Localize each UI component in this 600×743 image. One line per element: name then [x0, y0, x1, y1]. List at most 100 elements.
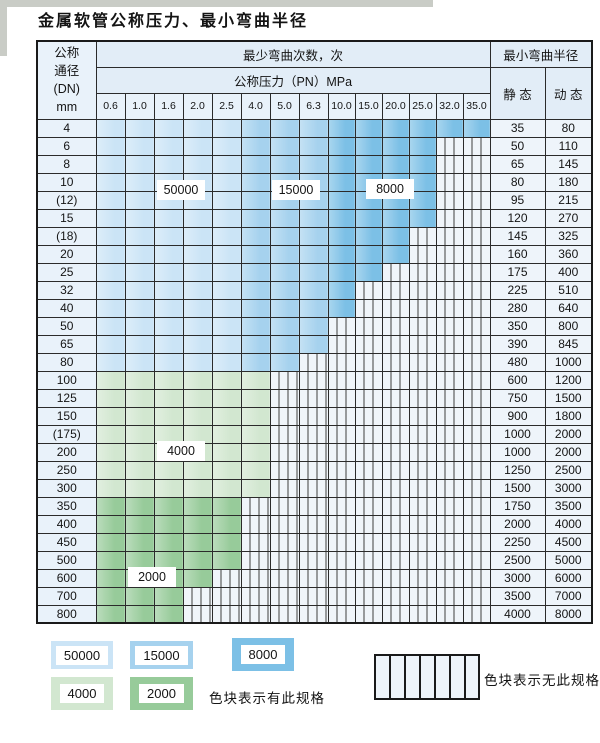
table-row-dn-32: 32 225 510 [36, 280, 593, 300]
no-spec-cell [211, 604, 242, 624]
spec-cell [211, 352, 242, 372]
dn-cell: 8 [36, 154, 97, 174]
no-spec-cell [462, 334, 491, 354]
spec-cell [408, 118, 437, 138]
no-spec-cell [354, 586, 383, 606]
dn-header-line: 通径 [54, 64, 80, 79]
spec-cell [381, 208, 410, 228]
spec-cell [182, 388, 213, 408]
spec-cell [153, 352, 184, 372]
spec-cell [354, 118, 383, 138]
no-spec-cell [354, 442, 383, 462]
no-spec-cell [182, 604, 213, 624]
no-spec-cell [240, 496, 271, 516]
spec-cell [124, 532, 155, 552]
no-spec-cell [381, 370, 410, 390]
no-spec-cell [435, 388, 464, 408]
no-spec-cell [408, 352, 437, 372]
no-spec-cell [354, 478, 383, 498]
no-spec-cell [462, 568, 491, 588]
no-spec-cell [354, 460, 383, 480]
spec-cell [153, 226, 184, 246]
no-spec-cell [462, 550, 491, 570]
spec-cell [211, 532, 242, 552]
no-spec-cell [435, 352, 464, 372]
spec-cell [211, 514, 242, 534]
dynamic-radius-cell: 510 [544, 280, 593, 300]
spec-cell [95, 388, 126, 408]
static-radius-cell: 600 [489, 370, 546, 390]
spec-cell [298, 154, 329, 174]
table-row-dn-300: 300 1500 3000 [36, 478, 593, 498]
spec-cell [240, 190, 271, 210]
dynamic-radius-cell: 7000 [544, 586, 593, 606]
spec-cell [124, 136, 155, 156]
spec-cell [354, 136, 383, 156]
spec-cell [95, 586, 126, 606]
spec-cell [211, 298, 242, 318]
no-spec-cell [327, 352, 356, 372]
table-row-dn-15: 15 120 270 [36, 208, 593, 228]
spec-cell [95, 208, 126, 228]
static-radius-cell: 35 [489, 118, 546, 138]
spec-cell [269, 208, 300, 228]
no-spec-cell [269, 604, 300, 624]
no-spec-cell [408, 262, 437, 282]
no-spec-cell [435, 172, 464, 192]
spec-cell [182, 532, 213, 552]
dn-cell: 200 [36, 442, 97, 462]
dynamic-radius-cell: 110 [544, 136, 593, 156]
spec-cell [354, 226, 383, 246]
pressure-col-35.0: 35.0 [462, 92, 491, 120]
spec-cell [269, 280, 300, 300]
spec-cell [240, 136, 271, 156]
spec-cell [95, 406, 126, 426]
spec-cell [240, 154, 271, 174]
no-spec-cell [298, 352, 329, 372]
no-spec-cell [462, 208, 491, 228]
spec-cell [182, 478, 213, 498]
no-spec-cell [269, 442, 300, 462]
no-spec-cell [462, 226, 491, 246]
dynamic-radius-cell: 2500 [544, 460, 593, 480]
pressure-col-15.0: 15.0 [354, 92, 383, 120]
static-radius-cell: 3500 [489, 586, 546, 606]
no-spec-cell [381, 496, 410, 516]
no-spec-cell [269, 406, 300, 426]
no-spec-cell [327, 370, 356, 390]
no-spec-cell [462, 604, 491, 624]
spec-cell [211, 172, 242, 192]
spec-cell [124, 118, 155, 138]
static-radius-cell: 480 [489, 352, 546, 372]
dynamic-radius-cell: 3500 [544, 496, 593, 516]
spec-cell [182, 424, 213, 444]
no-spec-cell [240, 532, 271, 552]
spec-cell [381, 226, 410, 246]
spec-cell [240, 442, 271, 462]
dynamic-radius-cell: 145 [544, 154, 593, 174]
no-spec-cell [435, 478, 464, 498]
spec-cell [211, 370, 242, 390]
table-row-dn-6: 6 50 110 [36, 136, 593, 156]
no-spec-cell [269, 424, 300, 444]
dn-cell: 400 [36, 514, 97, 534]
no-spec-cell [298, 568, 329, 588]
spec-cell [124, 154, 155, 174]
spec-cell [153, 478, 184, 498]
no-spec-cell [462, 190, 491, 210]
dn-cell: 32 [36, 280, 97, 300]
no-spec-cell [435, 154, 464, 174]
spec-cell [298, 136, 329, 156]
page-title: 金属软管公称压力、最小弯曲半径 [38, 11, 309, 30]
spec-cell [182, 352, 213, 372]
spec-cell [240, 460, 271, 480]
spec-cell [298, 316, 329, 336]
no-spec-cell [462, 442, 491, 462]
no-spec-cell [354, 568, 383, 588]
spec-cell [153, 514, 184, 534]
table-row-dn-25: 25 175 400 [36, 262, 593, 282]
dynamic-radius-cell: 1000 [544, 352, 593, 372]
spec-cell [124, 550, 155, 570]
legend-swatch-2000: 2000 [130, 677, 193, 710]
no-spec-cell [435, 604, 464, 624]
